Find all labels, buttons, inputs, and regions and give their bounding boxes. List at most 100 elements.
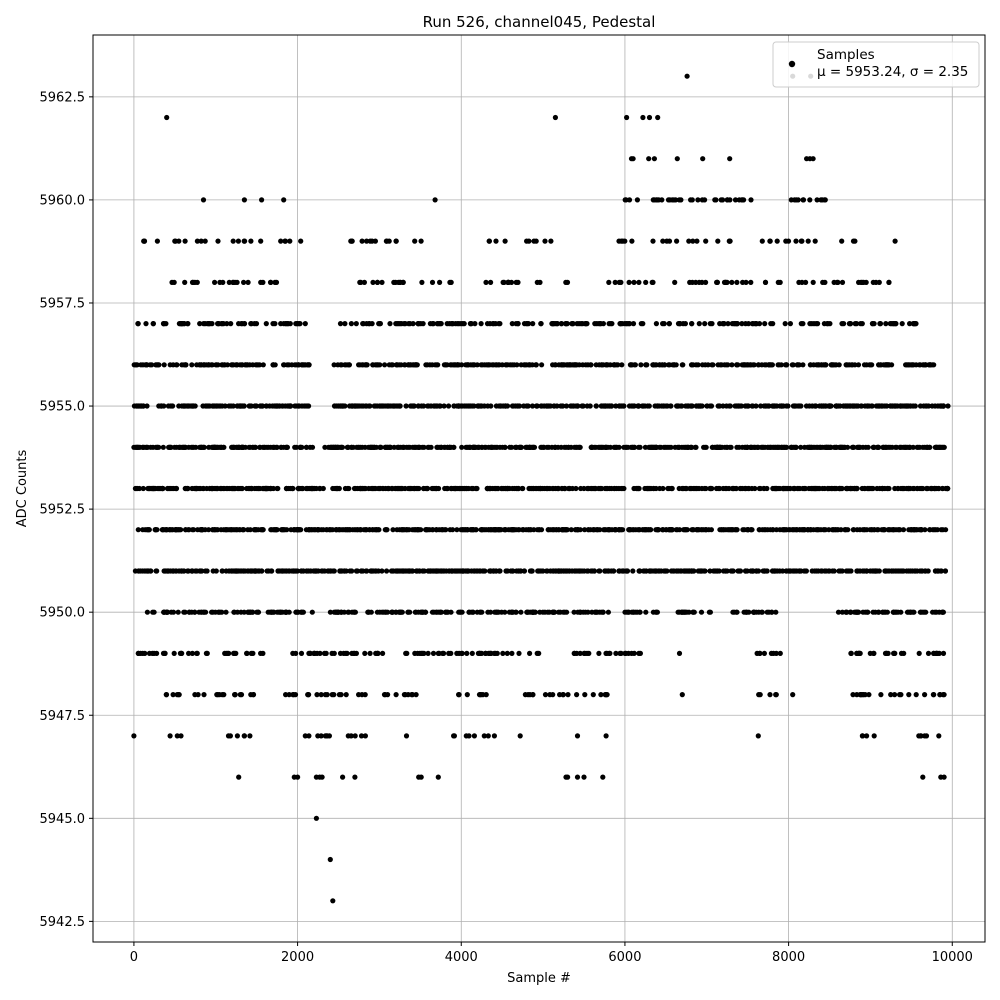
data-point <box>880 444 886 450</box>
data-point <box>359 238 365 244</box>
data-point <box>469 650 475 657</box>
data-point <box>773 692 779 698</box>
data-point <box>705 362 711 368</box>
data-point <box>491 568 497 574</box>
data-point <box>724 197 731 203</box>
data-point <box>363 527 370 533</box>
data-point <box>640 527 646 533</box>
data-point <box>636 650 642 657</box>
data-point <box>680 609 686 615</box>
data-point <box>644 485 650 492</box>
data-point <box>890 321 896 327</box>
data-point <box>876 568 882 574</box>
data-point <box>695 403 701 409</box>
data-point <box>167 362 173 368</box>
data-point <box>320 527 326 533</box>
data-point <box>300 568 306 574</box>
data-point <box>152 527 158 533</box>
data-point <box>447 279 453 285</box>
data-point <box>372 403 378 409</box>
data-point <box>509 568 515 574</box>
data-point <box>773 609 779 615</box>
data-point <box>567 362 573 368</box>
data-point <box>485 403 491 409</box>
data-point <box>699 527 705 533</box>
data-point <box>400 279 406 285</box>
data-point <box>459 362 465 368</box>
data-point <box>708 403 715 409</box>
data-point <box>866 403 872 409</box>
data-point <box>593 403 599 409</box>
data-point <box>574 774 581 780</box>
data-point <box>385 403 391 409</box>
data-point <box>343 527 349 533</box>
data-point <box>300 609 306 615</box>
data-point <box>636 485 642 492</box>
data-point <box>406 321 412 327</box>
data-point <box>787 568 793 574</box>
data-point <box>542 238 548 244</box>
data-point <box>389 609 395 615</box>
data-point <box>423 527 429 533</box>
data-point <box>176 568 182 574</box>
y-tick-label: 5942.5 <box>40 915 86 930</box>
data-point <box>651 156 658 162</box>
data-point <box>509 362 515 368</box>
data-point <box>571 609 577 615</box>
data-point <box>173 362 179 368</box>
data-point <box>618 650 624 657</box>
data-point <box>154 650 160 657</box>
data-point <box>861 568 867 574</box>
data-point <box>302 733 308 739</box>
data-point <box>629 362 635 368</box>
data-point <box>442 444 448 450</box>
data-point <box>256 485 262 492</box>
data-point <box>743 321 749 327</box>
data-point <box>241 279 247 285</box>
data-point <box>562 568 569 574</box>
data-point <box>530 692 536 698</box>
data-point <box>676 444 682 450</box>
data-point <box>941 444 947 450</box>
data-point <box>757 650 763 657</box>
data-point <box>372 362 378 368</box>
data-point <box>943 527 949 533</box>
data-point <box>531 609 537 615</box>
data-point <box>465 568 472 574</box>
data-point <box>451 733 457 739</box>
data-point <box>854 444 860 450</box>
data-point <box>399 485 405 492</box>
data-point <box>932 444 938 450</box>
data-point <box>654 609 661 615</box>
data-point <box>702 321 708 327</box>
data-point <box>504 650 510 657</box>
data-point <box>470 609 476 615</box>
data-point <box>253 444 259 450</box>
data-point <box>549 321 555 327</box>
data-point <box>283 444 289 450</box>
data-point <box>634 197 641 203</box>
data-point <box>379 568 385 574</box>
data-point <box>179 362 185 368</box>
data-point <box>471 403 477 409</box>
data-point <box>641 568 647 574</box>
data-point <box>821 197 828 203</box>
data-point <box>236 485 242 492</box>
data-point <box>370 279 376 285</box>
data-point <box>327 609 333 615</box>
data-point <box>204 321 210 327</box>
data-point <box>403 733 410 739</box>
data-point <box>286 692 292 698</box>
data-point <box>398 568 404 574</box>
data-point <box>613 362 620 368</box>
data-point <box>483 279 489 285</box>
data-point <box>313 815 319 821</box>
data-point <box>574 321 580 327</box>
data-point <box>252 403 258 409</box>
data-point <box>895 527 901 533</box>
data-point <box>418 238 424 244</box>
data-point <box>534 403 540 409</box>
data-point <box>930 527 936 533</box>
legend-series-label: Samples <box>817 47 875 63</box>
data-point <box>377 321 383 327</box>
